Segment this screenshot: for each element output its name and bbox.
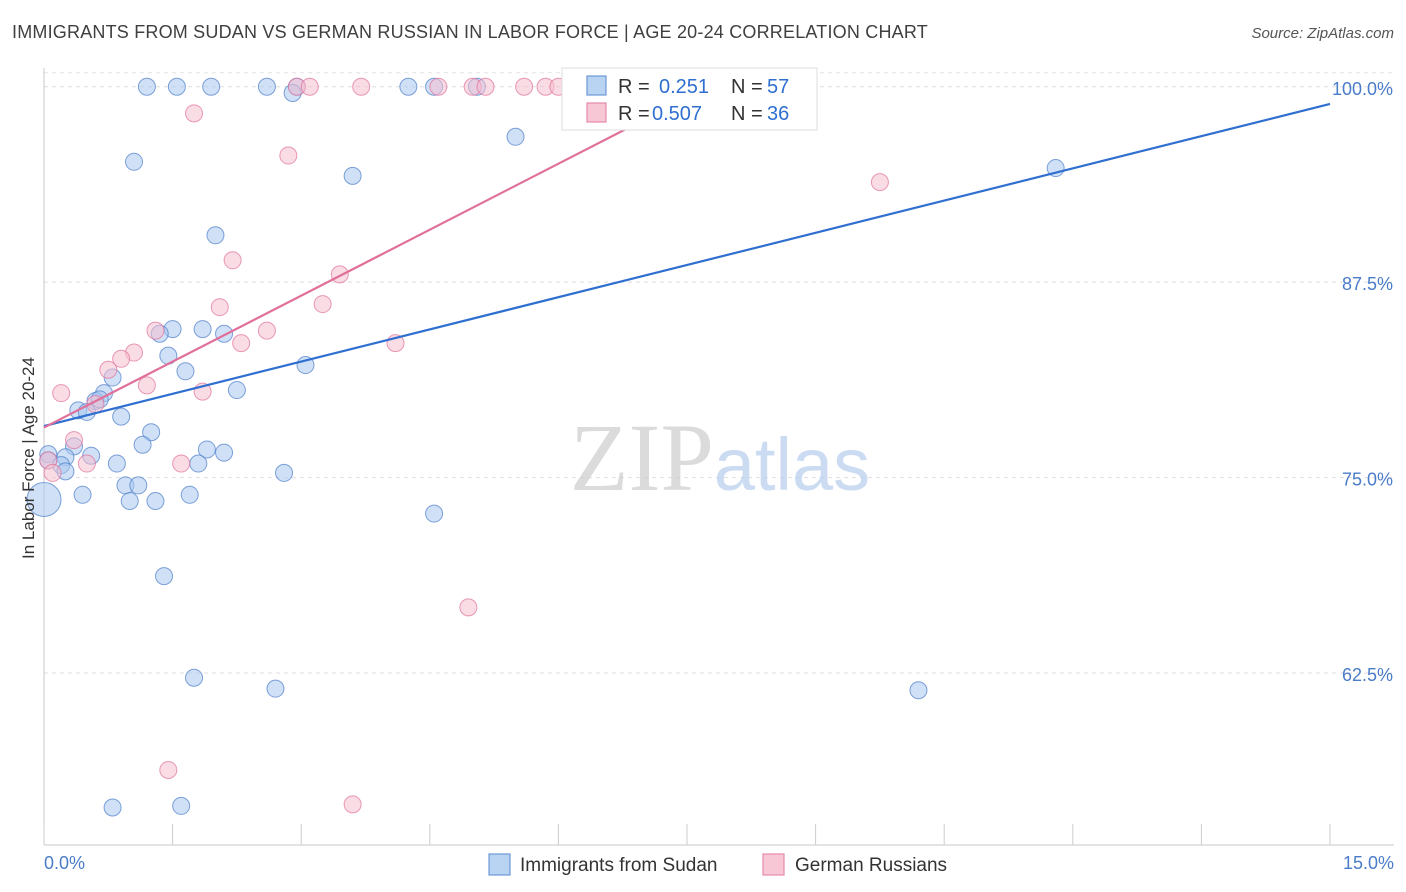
- german-russian-point-35: [343, 795, 362, 814]
- german-russian-point-18: [257, 321, 276, 340]
- sudan-point-17: [215, 324, 234, 343]
- y-tick-label: 75.0%: [1342, 470, 1393, 490]
- sudan-point-29: [142, 423, 161, 442]
- x-tick-label-max: 15.0%: [1343, 853, 1394, 873]
- series-legend-swatch-german-russian: [762, 853, 785, 876]
- legend-n-label-1: N =: [731, 76, 763, 98]
- german-russian-point-23: [99, 360, 118, 379]
- x-tick-label-min: 0.0%: [44, 853, 85, 873]
- x-ticks: [43, 824, 1331, 845]
- chart-source: Source: ZipAtlas.com: [1251, 25, 1394, 42]
- sudan-point-30: [133, 435, 152, 454]
- german-russian-point-33: [459, 598, 478, 617]
- legend-r-value-1: 0.251: [659, 76, 709, 98]
- sudan-point-19: [176, 362, 195, 381]
- legend-n-value-1: 57: [767, 76, 789, 98]
- german-russian-point-10: [185, 104, 204, 123]
- sudan-point-52: [185, 668, 204, 687]
- sudan-point-44: [129, 476, 148, 495]
- german-russian-point-19: [232, 334, 251, 353]
- series-legend-swatch-sudan: [488, 853, 511, 876]
- watermark: ZIPatlas: [570, 404, 870, 511]
- series-legend: Immigrants from Sudan German Russians: [488, 853, 947, 876]
- sudan-point-3: [257, 77, 276, 96]
- sudan-point-9: [506, 127, 525, 146]
- german-russian-point-14: [330, 265, 349, 284]
- sudan-point-33: [215, 443, 234, 462]
- german-russian-point-6: [515, 77, 534, 96]
- german-russian-point-3: [429, 77, 448, 96]
- legend-n-value-2: 36: [767, 103, 789, 125]
- legend-swatch-sudan: [586, 75, 607, 96]
- german-russian-point-22: [112, 349, 131, 368]
- sudan-point-42: [275, 463, 294, 482]
- trend-line-german-russian: [43, 85, 709, 429]
- series-legend-label-german-russian: German Russians: [795, 855, 947, 876]
- german-russian-point-16: [210, 298, 229, 317]
- sudan-point-51: [155, 567, 174, 586]
- sudan-point-10: [125, 152, 144, 171]
- gridlines: [44, 72, 1394, 674]
- german-russian-point-2: [352, 77, 371, 96]
- series-legend-label-sudan: Immigrants from Sudan: [520, 855, 717, 876]
- german-russian-point-34: [159, 760, 178, 779]
- sudan-point-45: [73, 485, 92, 504]
- sudan-point-13: [206, 226, 225, 245]
- german-russian-point-26: [52, 384, 71, 403]
- sudan-point-50: [425, 504, 444, 523]
- y-tick-label: 62.5%: [1342, 665, 1393, 685]
- sudan-point-2: [202, 77, 221, 96]
- sudan-point-0: [137, 77, 156, 96]
- sudan-point-55: [103, 798, 122, 817]
- sudan-point-16: [193, 320, 212, 339]
- german-russian-point-24: [137, 376, 156, 395]
- sudan-point-46: [180, 485, 199, 504]
- german-russian-point-12: [870, 173, 889, 192]
- german-russian-point-5: [476, 77, 495, 96]
- legend-n-label-2: N =: [731, 103, 763, 125]
- german-russian-point-31: [172, 454, 191, 473]
- sudan-point-1: [167, 77, 186, 96]
- trend-line-sudan: [43, 102, 1331, 428]
- sudan-points: [26, 77, 1065, 817]
- sudan-point-47: [120, 492, 139, 511]
- y-axis-label: In Labor Force | Age 20-24: [19, 357, 38, 559]
- chart-title: IMMIGRANTS FROM SUDAN VS GERMAN RUSSIAN …: [12, 22, 928, 42]
- sudan-point-56: [172, 796, 191, 815]
- y-tick-labels: 62.5% 75.0% 87.5% 100.0%: [1332, 79, 1393, 685]
- trend-lines: [43, 85, 1331, 429]
- sudan-point-32: [197, 440, 216, 459]
- legend-swatch-german-russian: [586, 102, 607, 123]
- sudan-point-22: [227, 381, 246, 400]
- sudan-point-40: [189, 454, 208, 473]
- sudan-point-11: [343, 166, 362, 185]
- sudan-point-49: [26, 481, 62, 517]
- german-russian-point-17: [146, 321, 165, 340]
- y-tick-label: 100.0%: [1332, 79, 1393, 99]
- german-russian-point-30: [77, 454, 96, 473]
- legend-r-value-2: 0.507: [652, 103, 702, 125]
- german-russian-point-11: [279, 146, 298, 165]
- german-russian-point-15: [313, 295, 332, 314]
- legend-r-label-1: R =: [618, 76, 650, 98]
- german-russian-point-1: [300, 77, 319, 96]
- sudan-point-28: [112, 407, 131, 426]
- german-russian-point-28: [65, 431, 84, 450]
- sudan-point-5: [399, 77, 418, 96]
- sudan-point-39: [107, 454, 126, 473]
- sudan-point-48: [146, 492, 165, 511]
- german-russian-point-32: [43, 463, 62, 482]
- legend-r-label-2: R =: [618, 103, 650, 125]
- sudan-point-54: [909, 681, 928, 700]
- sudan-point-53: [266, 679, 285, 698]
- german-russian-point-13: [223, 251, 242, 270]
- stats-legend: R = 0.251 N = 57 R = 0.507 N = 36: [561, 67, 818, 131]
- y-tick-label: 87.5%: [1342, 274, 1393, 294]
